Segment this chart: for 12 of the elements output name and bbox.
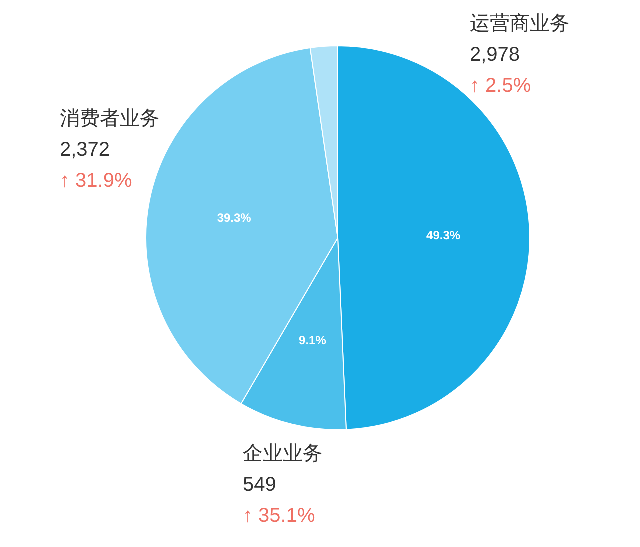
text: ↑ 31.9% — [60, 170, 132, 192]
text: ↑ 2.5% — [470, 75, 532, 97]
slice-label: 消费者业务 — [60, 108, 160, 130]
text: 2,372 — [60, 139, 110, 161]
data-label: 9.1% — [299, 334, 327, 348]
text: 2,978 — [470, 44, 520, 66]
slice-label: 企业业务 — [243, 443, 323, 465]
text: 549 — [243, 474, 276, 496]
data-label: 39.3% — [217, 210, 252, 225]
text: ↑ 35.1% — [243, 505, 316, 527]
slice-label: 运营商业务 — [470, 13, 570, 35]
data-label: 49.3% — [426, 228, 461, 243]
